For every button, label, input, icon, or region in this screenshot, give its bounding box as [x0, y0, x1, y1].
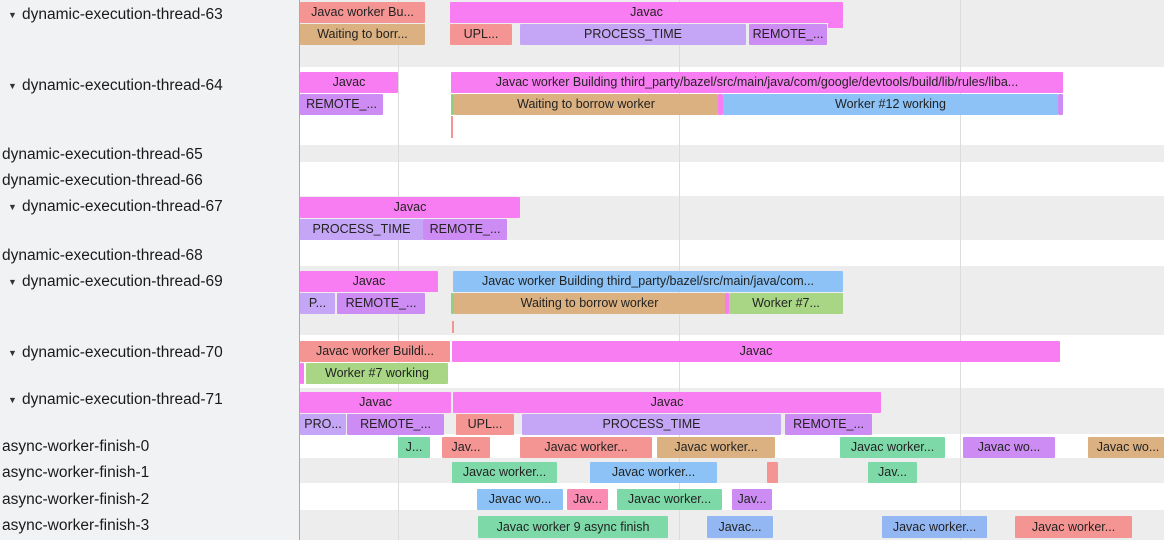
track-label-dynamic-execution-thread-63[interactable]: ▼ dynamic-execution-thread-63 — [0, 6, 223, 24]
trace-slice[interactable]: PROCESS_TIME — [520, 24, 746, 45]
trace-slice[interactable]: Worker #12 working — [723, 94, 1058, 115]
trace-marker-tick[interactable] — [452, 321, 454, 333]
trace-slice[interactable]: Javac worker... — [1015, 516, 1132, 538]
trace-slice[interactable]: Jav... — [732, 489, 772, 510]
trace-slice[interactable]: Jav... — [567, 489, 608, 510]
trace-slice[interactable]: Javac — [453, 392, 881, 413]
trace-slice[interactable]: Worker #7... — [729, 293, 843, 314]
trace-slice-sliver[interactable] — [451, 293, 454, 314]
expander-triangle-icon[interactable]: ▼ — [8, 395, 17, 405]
track-name-text: async-worker-finish-2 — [2, 491, 150, 508]
trace-slice[interactable]: Javac — [300, 392, 451, 413]
trace-slice[interactable]: Worker #7 working — [306, 363, 448, 384]
trace-slice[interactable]: Javac wo... — [477, 489, 563, 510]
trace-slice[interactable]: PRO... — [300, 414, 346, 435]
track-label-dynamic-execution-thread-67[interactable]: ▼ dynamic-execution-thread-67 — [0, 198, 223, 216]
trace-slice[interactable]: REMOTE_... — [423, 219, 507, 240]
track-name-text: dynamic-execution-thread-68 — [2, 247, 203, 264]
track-label-dynamic-execution-thread-70[interactable]: ▼ dynamic-execution-thread-70 — [0, 344, 223, 362]
track-band — [300, 145, 1164, 162]
trace-slice[interactable]: Javac worker Buildi... — [300, 341, 450, 362]
trace-slice[interactable]: Javac — [452, 341, 1060, 362]
track-label-dynamic-execution-thread-65: dynamic-execution-thread-65 — [0, 146, 203, 164]
time-gridline — [679, 0, 680, 540]
trace-slice[interactable]: Javac worker... — [840, 437, 945, 458]
trace-slice[interactable]: Javac worker Bu... — [300, 2, 425, 23]
trace-slice[interactable]: Javac wo... — [963, 437, 1055, 458]
trace-slice[interactable]: Javac worker Building third_party/bazel/… — [453, 271, 843, 292]
trace-slice-sliver[interactable] — [767, 462, 778, 483]
track-label-dynamic-execution-thread-71[interactable]: ▼ dynamic-execution-thread-71 — [0, 391, 223, 409]
trace-slice[interactable]: Javac worker 9 async finish — [478, 516, 668, 538]
trace-slice[interactable]: Javac... — [707, 516, 773, 538]
trace-slice[interactable]: REMOTE_... — [347, 414, 444, 435]
time-gridline — [398, 0, 399, 540]
trace-slice[interactable]: UPL... — [450, 24, 512, 45]
trace-slice[interactable]: Waiting to borrow worker — [454, 293, 725, 314]
trace-slice-sliver[interactable] — [828, 23, 843, 28]
trace-slice[interactable]: Javac — [450, 2, 843, 23]
trace-slice-sliver[interactable] — [451, 94, 454, 115]
trace-slice[interactable]: Javac worker... — [657, 437, 775, 458]
trace-slice[interactable]: Waiting to borr... — [300, 24, 425, 45]
track-name-text: dynamic-execution-thread-70 — [22, 344, 223, 361]
trace-slice[interactable]: REMOTE_... — [749, 24, 827, 45]
trace-slice[interactable]: Javac worker... — [590, 462, 717, 483]
expander-triangle-icon[interactable]: ▼ — [8, 202, 17, 212]
trace-slice[interactable]: Javac worker... — [882, 516, 987, 538]
trace-slice[interactable]: P... — [300, 293, 335, 314]
track-label-panel: ▼ dynamic-execution-thread-63 ▼ dynamic-exe… — [0, 0, 300, 540]
track-label-async-worker-finish-3: async-worker-finish-3 — [0, 517, 149, 535]
expander-triangle-icon[interactable]: ▼ — [8, 277, 17, 287]
track-name-text: dynamic-execution-thread-67 — [22, 198, 223, 215]
track-name-text: dynamic-execution-thread-65 — [2, 146, 203, 163]
track-name-text: async-worker-finish-0 — [2, 438, 150, 455]
trace-slice[interactable]: Javac — [300, 271, 438, 292]
trace-slice-sliver[interactable] — [300, 363, 304, 384]
trace-slice[interactable]: Javac worker... — [617, 489, 722, 510]
trace-slice[interactable]: REMOTE_... — [785, 414, 872, 435]
track-label-dynamic-execution-thread-69[interactable]: ▼ dynamic-execution-thread-69 — [0, 273, 223, 291]
track-name-text: dynamic-execution-thread-71 — [22, 391, 223, 408]
track-band — [300, 162, 1164, 196]
track-label-async-worker-finish-0: async-worker-finish-0 — [0, 438, 149, 456]
trace-slice[interactable]: Javac worker... — [452, 462, 557, 483]
track-name-text: dynamic-execution-thread-64 — [22, 77, 223, 94]
track-band — [300, 240, 1164, 266]
trace-slice[interactable]: Javac worker... — [520, 437, 652, 458]
track-label-dynamic-execution-thread-66: dynamic-execution-thread-66 — [0, 172, 203, 190]
track-name-text: dynamic-execution-thread-69 — [22, 273, 223, 290]
track-name-text: async-worker-finish-1 — [2, 464, 150, 481]
trace-slice[interactable]: Jav... — [442, 437, 490, 458]
trace-slice[interactable]: Javac — [300, 197, 520, 218]
trace-slice[interactable]: REMOTE_... — [300, 94, 383, 115]
trace-slice[interactable]: Javac worker Building third_party/bazel/… — [451, 72, 1063, 93]
trace-slice[interactable]: Jav... — [868, 462, 917, 483]
trace-slice[interactable]: Javac — [300, 72, 398, 93]
trace-slice-sliver[interactable] — [1058, 94, 1063, 115]
trace-marker-tick[interactable] — [451, 116, 453, 138]
track-label-async-worker-finish-1: async-worker-finish-1 — [0, 464, 149, 482]
trace-slice[interactable]: Javac wo... — [1088, 437, 1164, 458]
expander-triangle-icon[interactable]: ▼ — [8, 81, 17, 91]
expander-triangle-icon[interactable]: ▼ — [8, 10, 17, 20]
track-band — [300, 458, 1164, 483]
trace-slice-sliver[interactable] — [725, 293, 729, 314]
track-name-text: dynamic-execution-thread-66 — [2, 172, 203, 189]
expander-triangle-icon[interactable]: ▼ — [8, 348, 17, 358]
trace-slice-sliver[interactable] — [718, 94, 723, 115]
track-label-dynamic-execution-thread-68: dynamic-execution-thread-68 — [0, 247, 203, 265]
trace-slice[interactable]: J... — [398, 437, 430, 458]
trace-slice[interactable]: Waiting to borrow worker — [454, 94, 718, 115]
trace-slice[interactable]: PROCESS_TIME — [522, 414, 781, 435]
track-name-text: dynamic-execution-thread-63 — [22, 6, 223, 23]
trace-slice[interactable]: REMOTE_... — [337, 293, 425, 314]
time-gridline — [960, 0, 961, 540]
track-label-async-worker-finish-2: async-worker-finish-2 — [0, 491, 149, 509]
trace-slice[interactable]: PROCESS_TIME — [300, 219, 423, 240]
track-name-text: async-worker-finish-3 — [2, 517, 150, 534]
trace-slice[interactable]: UPL... — [456, 414, 514, 435]
track-label-dynamic-execution-thread-64[interactable]: ▼ dynamic-execution-thread-64 — [0, 77, 223, 95]
